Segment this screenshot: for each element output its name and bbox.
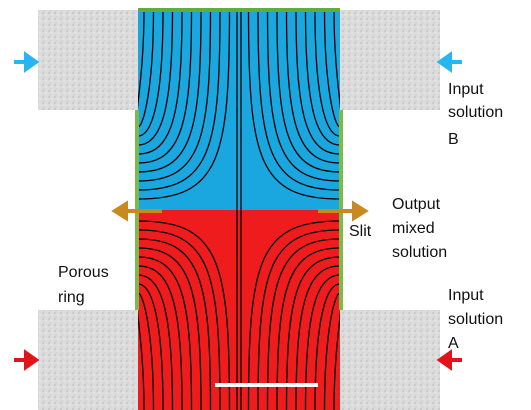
arrow-in-b (436, 51, 462, 73)
porous-block (38, 10, 138, 110)
streamline (247, 220, 340, 410)
solution-b-region (138, 10, 340, 210)
streamline (138, 283, 164, 410)
streamline (266, 238, 340, 410)
streamline (138, 265, 183, 410)
porous-block (38, 310, 138, 410)
label-input-a: Input (448, 287, 484, 304)
streamline (138, 10, 212, 182)
streamline (323, 292, 340, 410)
streamline (138, 247, 202, 410)
streamline (138, 274, 174, 410)
porous-block (340, 10, 440, 110)
streamline (138, 10, 231, 200)
label-porous-ring: Porous (58, 264, 109, 281)
arrows (14, 51, 462, 371)
arrow-in-a (14, 349, 40, 371)
label-slit: Slit (349, 223, 372, 240)
streamline (295, 265, 340, 410)
streamline (138, 10, 174, 146)
streamline (276, 247, 340, 410)
streamline (323, 10, 340, 128)
streamline (138, 10, 202, 173)
label-input-b: Input (448, 81, 484, 98)
arrow-out (318, 200, 369, 222)
label-input-a: A (448, 335, 459, 352)
green-edge (138, 8, 340, 12)
porous-block (340, 310, 440, 410)
streamline (138, 256, 193, 410)
label-porous-ring: ring (58, 289, 85, 306)
streamline (257, 229, 340, 410)
streamline (257, 10, 340, 191)
streamline (333, 301, 340, 410)
streamline (138, 10, 183, 155)
label-input-b: B (448, 131, 459, 148)
label-input-a: solution (448, 311, 503, 328)
streamline (333, 10, 340, 119)
streamline (314, 10, 340, 137)
streamlines-a (138, 210, 340, 410)
label-output: Output (392, 196, 441, 213)
streamline (285, 10, 340, 164)
streamline (304, 10, 340, 146)
streamline (285, 256, 340, 410)
streamline (138, 292, 155, 410)
arrow-in-b (14, 51, 40, 73)
streamline (138, 238, 212, 410)
streamline (138, 10, 155, 128)
label-output: mixed (392, 220, 435, 237)
streamline (138, 10, 164, 137)
streamline (138, 301, 145, 410)
streamline (138, 10, 145, 119)
streamline (247, 10, 340, 200)
streamline (138, 220, 231, 410)
streamline (138, 229, 221, 410)
label-output: solution (392, 244, 447, 261)
streamline (138, 10, 221, 191)
streamlines-b (138, 10, 340, 210)
label-input-b: solution (448, 104, 503, 121)
streamline (304, 274, 340, 410)
streamline (138, 10, 193, 164)
arrow-out (111, 200, 162, 222)
streamline (266, 10, 340, 182)
arrow-in-a (436, 349, 462, 371)
streamline (276, 10, 340, 173)
streamline (295, 10, 340, 155)
solution-a-region (138, 210, 340, 410)
